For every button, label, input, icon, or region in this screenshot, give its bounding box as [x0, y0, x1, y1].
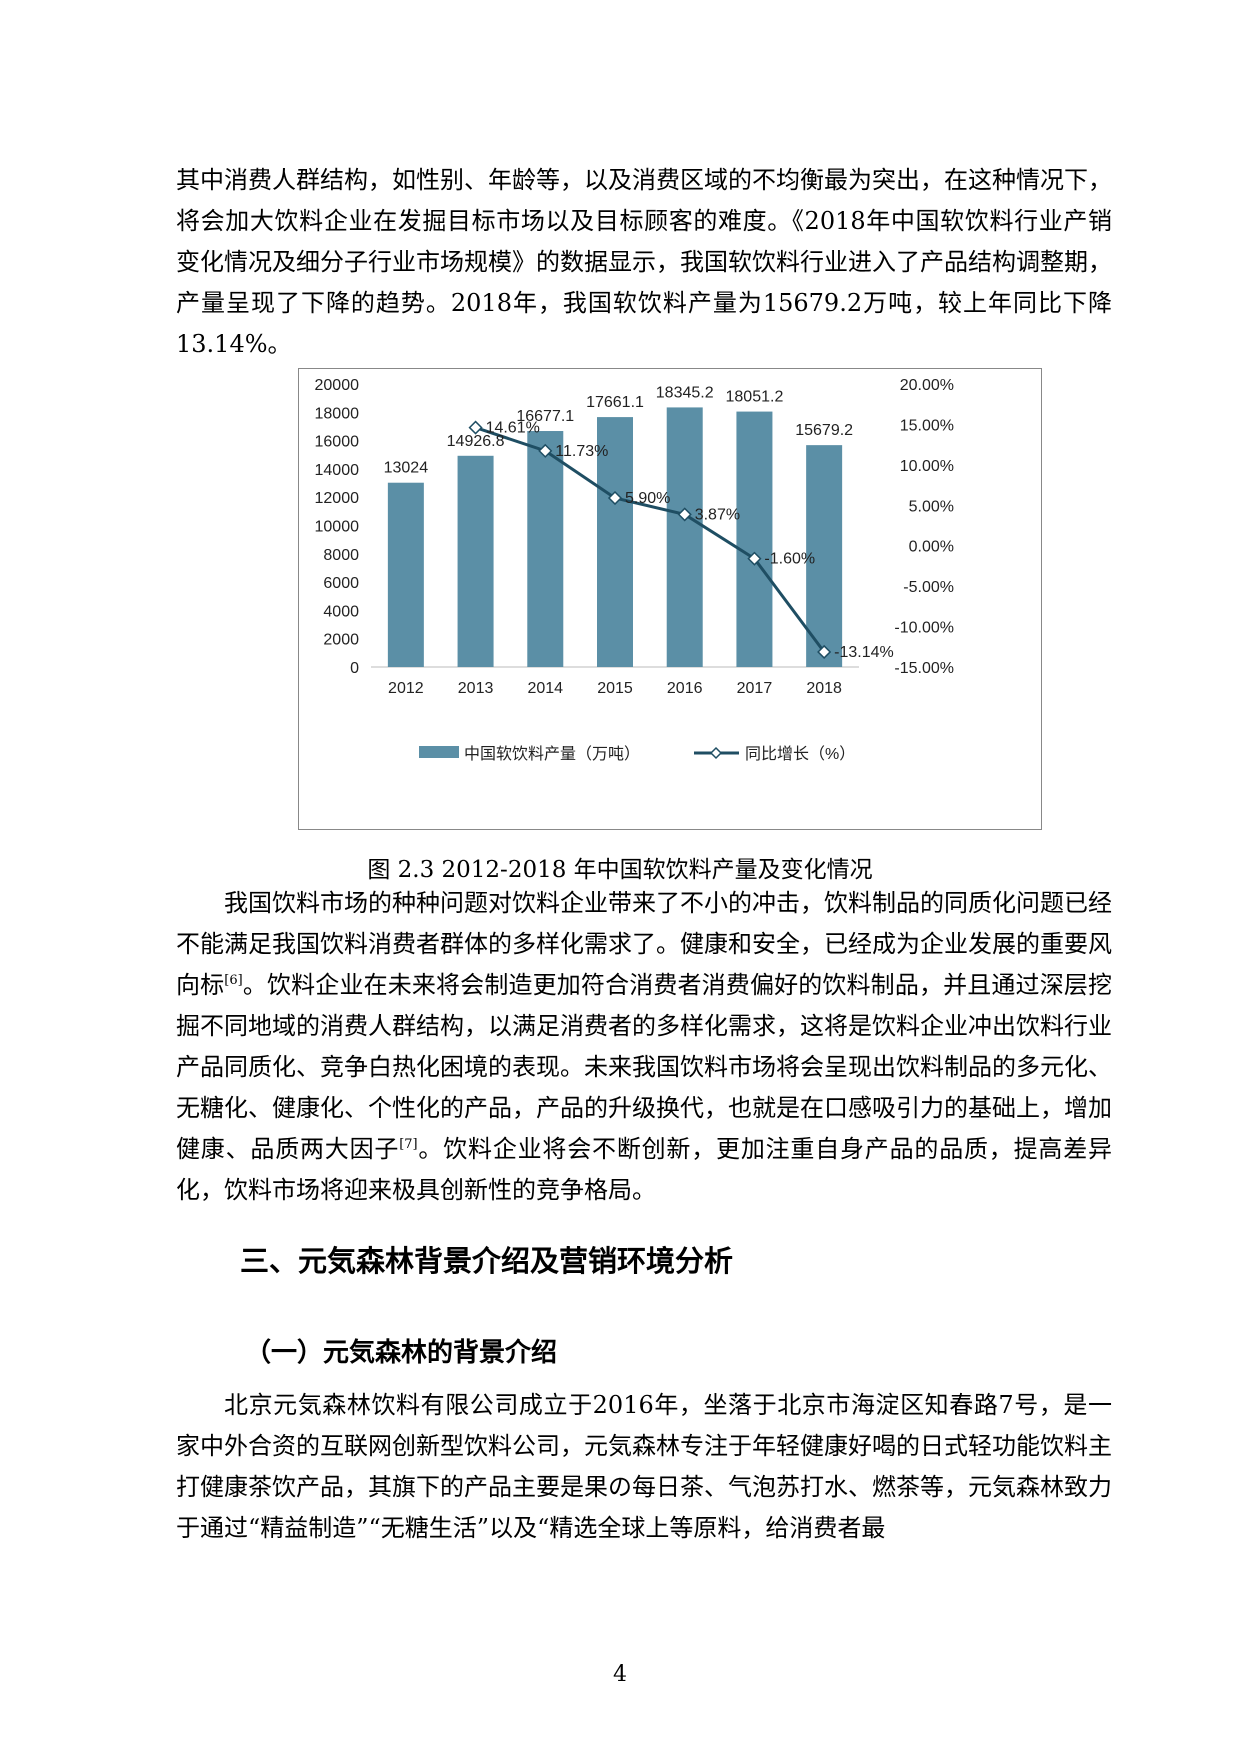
y-right-tick-label: 15.00%	[900, 417, 954, 434]
growth-point-2015	[607, 490, 623, 506]
growth-data-label: 11.73%	[555, 443, 608, 460]
x-tick-label: 2015	[597, 680, 633, 697]
paragraph-market-issues: 我国饮料市场的种种问题对饮料企业带来了不小的冲击，饮料制品的同质化问题已经不能满…	[176, 883, 1112, 1211]
production-chart: 0 2000 4000 6000 8000 10000 12000 14000 16000 180…	[315, 377, 955, 763]
chart-container: 0 2000 4000 6000 8000 10000 12000 14000 16000 180…	[298, 368, 1042, 830]
y-left-tick-label: 20000	[315, 377, 360, 394]
growth-data-label: -1.60%	[764, 551, 815, 568]
bar-data-label: 16677.1	[516, 408, 574, 425]
citation-ref-7: [7]	[399, 1137, 418, 1152]
growth-data-label: 14.61%	[486, 420, 540, 437]
bar-2012	[387, 482, 424, 667]
paragraph-intro: 其中消费人群结构，如性别、年龄等，以及消费区域的不均衡最为突出，在这种情况下，将…	[176, 166, 1112, 358]
bar-data-label: 15679.2	[795, 422, 853, 439]
x-tick-label: 2014	[527, 680, 563, 697]
bar-2015	[597, 417, 633, 667]
paragraph-company-background: 北京元気森林饮料有限公司成立于2016年，坐落于北京市海淀区知春路7号，是一家中…	[176, 1391, 1112, 1542]
growth-line	[475, 426, 826, 653]
y-right-tick-label: 5.00%	[909, 498, 954, 515]
bar-2014	[527, 431, 564, 667]
y-right-tick-label: 20.00%	[900, 377, 954, 394]
legend-label-growth: 同比增长（%）	[745, 745, 855, 763]
paragraph-text-a: 我国饮料市场的种种问题对饮料企业带来了不小的冲击，饮料制品的同质化问题已经不能满…	[176, 889, 1112, 999]
growth-data-label: 5.90%	[625, 490, 670, 507]
growth-point-2016	[677, 507, 692, 522]
growth-point-2017	[747, 551, 762, 566]
y-left-tick-label: 6000	[323, 575, 359, 592]
paragraph-text-b: 。饮料企业在未来将会制造更加符合消费者消费偏好的饮料制品，并且通过深层挖掘不同地…	[176, 971, 1113, 1163]
bar-2016	[666, 407, 703, 667]
y-left-tick-label: 8000	[323, 547, 359, 564]
y-right-tick-label: -10.00%	[894, 620, 954, 637]
y-left-tick-label: 16000	[315, 434, 360, 451]
bar-data-label: 14926.8	[447, 433, 505, 450]
bar-data-label: 18345.2	[656, 384, 714, 401]
y-left-tick-label: 4000	[323, 603, 359, 620]
growth-data-label: -13.14%	[834, 644, 894, 661]
y-left-tick-label: 12000	[315, 490, 360, 507]
figure-caption: 图 2.3 2012-2018 年中国软饮料产量及变化情况	[367, 857, 873, 883]
bar-2018	[806, 445, 843, 667]
y-right-tick-label: -5.00%	[903, 579, 954, 596]
bar-2017	[736, 411, 773, 667]
x-tick-label: 2018	[806, 680, 842, 697]
growth-data-label: 3.87%	[695, 506, 740, 523]
y-left-tick-label: 2000	[323, 632, 359, 649]
growth-point-2013	[468, 420, 483, 435]
bar-data-label: 17661.1	[586, 394, 644, 411]
section-heading: 三、元気森林背景介绍及营销环境分析	[240, 1244, 734, 1278]
legend-swatch-production	[419, 746, 459, 758]
y-right-tick-label: 10.00%	[900, 458, 954, 475]
page-number: 4	[613, 1662, 627, 1687]
y-right-tick-label: -15.00%	[894, 660, 954, 677]
x-tick-label: 2012	[388, 680, 424, 697]
growth-point-2018	[817, 644, 832, 660]
subsection-heading: （一）元気森林的背景介绍	[245, 1338, 558, 1368]
y-left-tick-label: 14000	[315, 462, 360, 479]
y-left-tick-label: 0	[350, 660, 359, 677]
citation-ref-6: [6]	[224, 973, 243, 988]
x-tick-label: 2016	[667, 680, 703, 697]
bar-2013	[457, 455, 494, 667]
x-tick-label: 2017	[737, 680, 773, 697]
bar-data-label: 18051.2	[726, 389, 784, 406]
legend-swatch-growth-marker	[709, 746, 723, 760]
y-left-tick-label: 18000	[315, 405, 360, 422]
paragraph-text-c: 。饮料企业将会不断创新，更加注重自身产品的品质，提高差异化，饮料市场将迎来极具创…	[176, 1135, 1113, 1204]
y-right-tick-label: 0.00%	[909, 539, 954, 556]
y-left-tick-label: 10000	[315, 519, 360, 536]
bar-data-label: 13024	[384, 460, 429, 477]
growth-point-2014	[538, 443, 553, 458]
legend-label-production: 中国软饮料产量（万吨）	[464, 745, 640, 763]
x-tick-label: 2013	[458, 680, 494, 697]
